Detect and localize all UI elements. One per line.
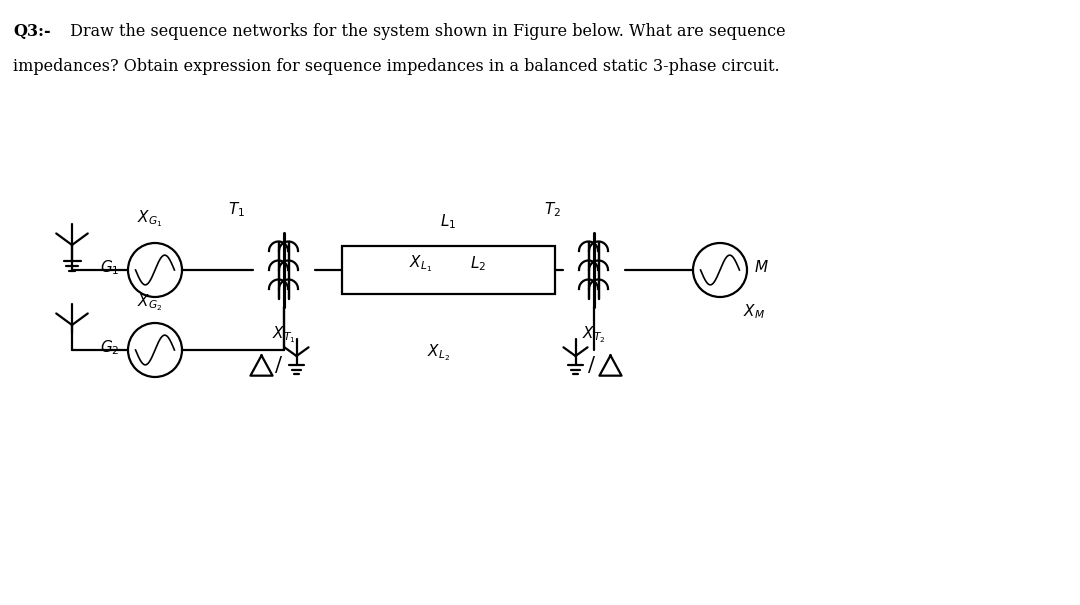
Text: $T_1$: $T_1$ (229, 201, 245, 220)
Text: $X_{G_1}$: $X_{G_1}$ (137, 208, 163, 229)
Text: $X_{G_2}$: $X_{G_2}$ (137, 292, 163, 313)
Text: impedances? Obtain expression for sequence impedances in a balanced static 3-pha: impedances? Obtain expression for sequen… (13, 58, 780, 75)
Text: $L_1$: $L_1$ (441, 212, 457, 231)
Text: $X_M$: $X_M$ (743, 302, 765, 321)
Text: $L_2$: $L_2$ (471, 255, 487, 273)
Text: $X_{T_2}$: $X_{T_2}$ (582, 324, 605, 345)
Text: Q3:-: Q3:- (13, 23, 51, 40)
Text: /: / (275, 356, 282, 374)
Text: $X_{T_1}$: $X_{T_1}$ (272, 324, 295, 345)
Text: $X_{L_1}$: $X_{L_1}$ (409, 253, 432, 274)
Text: $G_1$: $G_1$ (100, 259, 120, 277)
Text: /: / (588, 356, 595, 374)
Text: $X_{L_2}$: $X_{L_2}$ (427, 342, 450, 362)
Text: $M$: $M$ (754, 259, 769, 275)
Text: Draw the sequence networks for the system shown in Figure below. What are sequen: Draw the sequence networks for the syste… (65, 23, 785, 40)
Text: $G_2$: $G_2$ (100, 339, 120, 358)
Text: $T_2$: $T_2$ (543, 201, 561, 220)
Bar (342, 246, 555, 294)
